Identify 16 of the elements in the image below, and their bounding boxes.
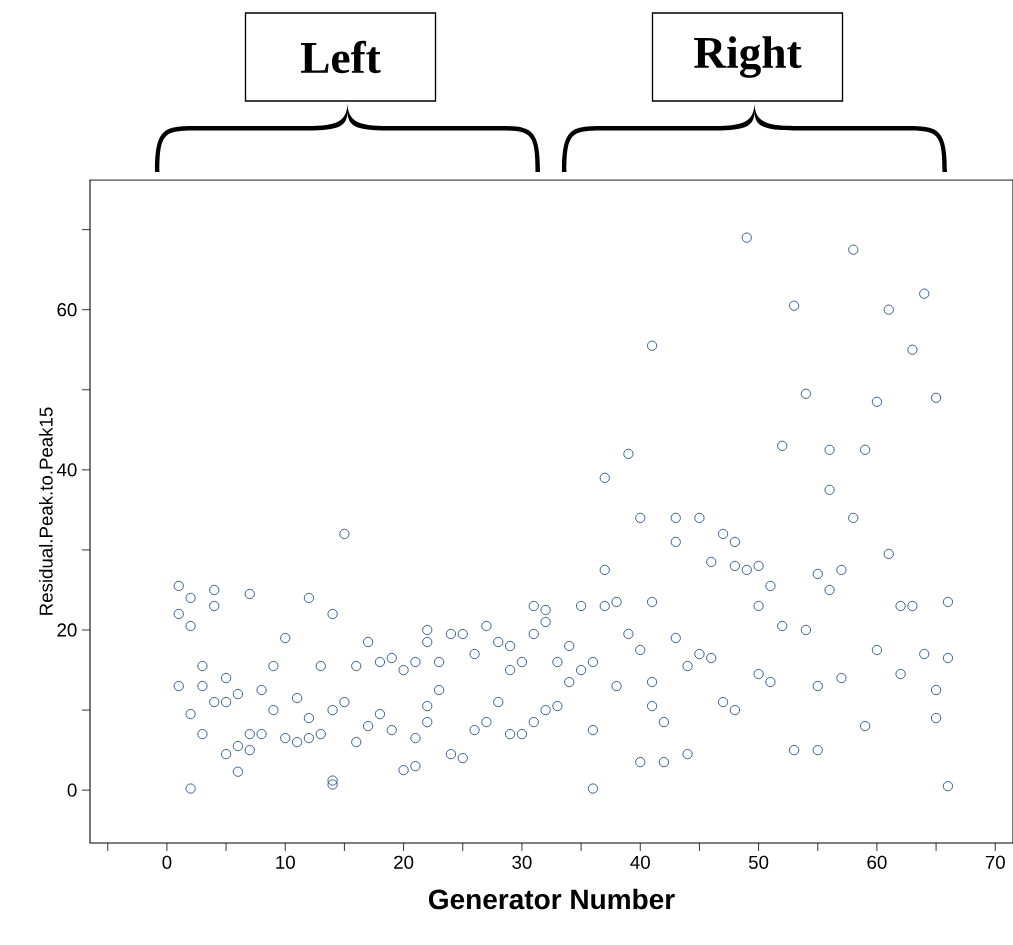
y-tick-label: 0 [67, 783, 77, 797]
text: Right [694, 36, 802, 78]
x-tick-label: 60 [867, 855, 887, 869]
x-tick-label: 40 [630, 855, 650, 869]
x-tick-label: 50 [748, 855, 769, 869]
x-tick-label: 70 [985, 855, 1005, 869]
y-tick-label: 60 [57, 303, 77, 317]
x-tick-label: 30 [512, 855, 532, 869]
x-tick-label: 20 [394, 855, 414, 869]
x-axis-title: Generator Number [428, 888, 675, 910]
text: Left [301, 40, 381, 74]
y-tick-label: 20 [57, 623, 77, 637]
y-axis-title: Residual.Peak.to.Peak15 [39, 407, 53, 615]
x-tick-label: 0 [162, 855, 172, 869]
y-tick-label: 40 [56, 463, 77, 477]
x-tick-label: 10 [276, 855, 295, 869]
